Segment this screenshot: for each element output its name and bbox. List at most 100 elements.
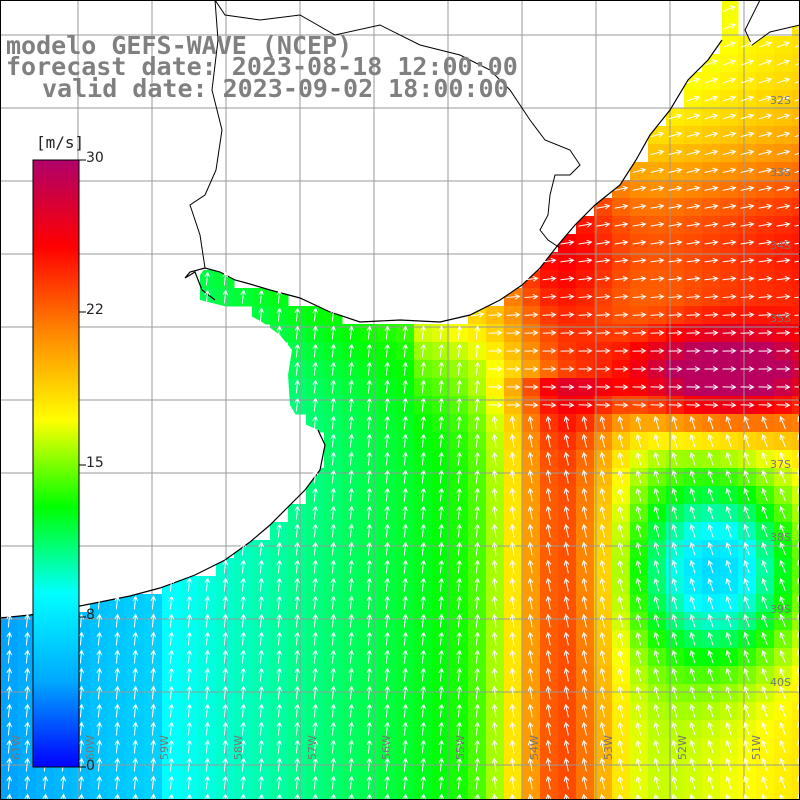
wind-vector-arrow [596,221,611,228]
wind-vector-arrow [384,631,391,646]
wind-vector-arrow [348,433,355,448]
wind-vector-arrow [617,613,624,628]
wind-speed-cell [792,162,800,181]
wind-vector-arrow [560,257,575,264]
wind-vector-arrow [794,314,800,316]
wind-vector-arrow [474,415,481,430]
wind-vector-arrow [599,793,606,800]
wind-vector-arrow [545,613,552,628]
wind-vector-arrow [686,221,701,228]
wind-vector-arrow [704,293,719,300]
wind-vector-arrow [168,793,175,800]
wind-vector-arrow [740,257,755,264]
wind-vector-arrow [384,415,391,430]
wind-vector-arrow [635,739,642,754]
wind-vector-arrow [276,793,283,800]
wind-vector-arrow [545,469,552,484]
wind-vector-arrow [294,685,301,700]
wind-vector-arrow [402,397,409,412]
wind-vector-arrow [294,343,301,358]
wind-vector-arrow [743,613,750,628]
wind-vector-arrow [258,703,265,718]
wind-vector-arrow [438,523,445,538]
wind-vector-arrow [114,757,121,772]
wind-vector-arrow [24,739,31,754]
wind-vector-arrow [384,451,391,466]
wind-vector-arrow [294,631,301,646]
wind-vector-arrow [596,239,611,246]
wind-vector-arrow [150,595,157,610]
wind-vector-arrow [668,402,683,408]
wind-vector-arrow [186,739,193,754]
wind-vector-arrow [761,703,768,718]
wind-vector-arrow [491,793,498,800]
wind-vector-arrow [740,312,755,318]
wind-vector-arrow [348,775,355,790]
wind-vector-arrow [722,312,737,318]
wind-vector-arrow [596,330,611,336]
wind-vector-arrow [348,469,355,484]
wind-vector-arrow [725,541,732,556]
wind-vector-arrow [384,541,391,556]
wind-vector-arrow [294,595,301,610]
wind-vector-arrow [578,275,593,282]
wind-vector-arrow [6,775,13,790]
wind-vector-arrow [545,739,552,754]
wind-vector-arrow [617,631,624,646]
wind-speed-cell [792,126,800,145]
wind-vector-arrow [348,721,355,736]
wind-vector-arrow [524,366,539,372]
wind-vector-arrow [509,559,516,574]
wind-vector-arrow [474,667,481,682]
wind-vector-arrow [402,613,409,628]
wind-vector-arrow [761,775,768,790]
wind-vector-arrow [60,793,67,800]
wind-vector-arrow [653,433,660,448]
wind-vector-arrow [653,523,660,538]
wind-vector-arrow [779,650,786,664]
wind-vector-arrow [527,577,534,592]
wind-vector-arrow [488,348,503,354]
wind-vector-arrow [204,793,211,800]
wind-vector-arrow [456,541,463,556]
wind-vector-arrow [240,757,247,772]
wind-vector-arrow [438,487,445,502]
wind-vector-arrow [707,595,714,610]
wind-vector-arrow [258,721,265,736]
wind-vector-arrow [527,667,534,682]
wind-vector-arrow [686,131,701,138]
wind-vector-arrow [581,469,588,484]
wind-vector-arrow [204,775,211,790]
wind-vector-arrow [330,523,337,538]
wind-vector-arrow [168,685,175,700]
wind-vector-arrow [366,505,373,520]
wind-vector-arrow [527,595,534,610]
colorbar-tick-22: 22 [86,302,104,318]
wind-vector-arrow [186,631,193,646]
wind-vector-arrow [132,649,139,664]
wind-vector-arrow [596,384,611,390]
wind-vector-arrow [743,577,750,592]
wind-vector-arrow [204,721,211,736]
wind-vector-arrow [599,469,606,484]
wind-vector-arrow [114,793,121,800]
wind-vector-arrow [222,757,229,772]
wind-speed-cell [792,684,800,703]
wind-vector-arrow [78,739,85,754]
wind-vector-arrow [689,613,696,628]
wind-vector-arrow [491,685,498,700]
wind-vector-arrow [312,649,319,664]
wind-vector-arrow [617,541,624,556]
wind-vector-arrow [707,577,714,592]
wind-vector-arrow [527,559,534,574]
wind-vector-arrow [509,667,516,682]
wind-vector-arrow [474,541,481,556]
wind-speed-cell [774,792,793,800]
wind-vector-arrow [276,757,283,772]
wind-vector-arrow [635,721,642,736]
wind-vector-arrow [204,271,211,286]
wind-vector-arrow [779,794,785,800]
wind-vector-arrow [456,343,463,358]
wind-vector-arrow [509,451,516,466]
latitude-label: 40S [770,676,791,689]
